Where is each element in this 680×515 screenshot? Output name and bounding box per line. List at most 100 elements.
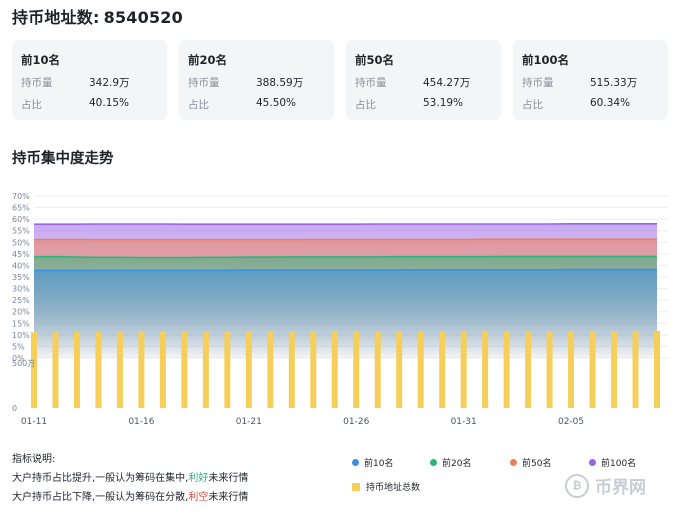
address-count-bar <box>224 331 231 408</box>
address-count-bar <box>546 331 553 408</box>
x-tick-label: 01-21 <box>236 417 262 427</box>
address-count-bar <box>31 332 37 408</box>
notes-line-1-suffix: 未来行情 <box>208 473 249 484</box>
address-count-bar <box>654 330 660 408</box>
ratio-label: 占比 <box>522 99 543 111</box>
address-count-bar <box>95 332 102 408</box>
concentration-chart[interactable]: 0% 5% 10% 15% 20% 25% 30% 35% 40% 45% 50% 55% 60% 65%… <box>0 186 680 431</box>
bearish-highlight: 利空 <box>188 492 209 503</box>
legend-dot-icon <box>352 459 359 466</box>
y-tick-label: 40% <box>12 261 30 270</box>
x-tick-label: 01-11 <box>21 417 47 427</box>
address-count-bar <box>310 331 317 408</box>
holding-label: 持币量 <box>188 77 220 89</box>
y-tick-label: 45% <box>12 250 30 259</box>
address-count-bar <box>525 331 532 408</box>
notes-line-1-text: 大户持币占比提升,一般认为筹码在集中, <box>12 473 189 484</box>
holding-value: 388.59万 <box>256 77 304 89</box>
legend-dot-icon <box>430 459 437 466</box>
holding-label: 持币量 <box>522 77 554 89</box>
address-count-bar <box>331 331 338 408</box>
address-count-bar <box>245 331 252 408</box>
ratio-label: 占比 <box>21 99 42 111</box>
legend-item-top20[interactable]: 前20名 <box>430 456 471 469</box>
notes-heading: 指标说明: <box>12 454 56 465</box>
notes-line-1: 大户持币占比提升,一般认为筹码在集中,利好未来行情 <box>12 469 248 488</box>
address-count-bar <box>374 331 381 408</box>
holding-value: 342.9万 <box>89 77 130 89</box>
address-count-bar <box>288 331 295 408</box>
legend-item-top50[interactable]: 前50名 <box>510 456 551 469</box>
x-tick-label: 01-26 <box>343 417 369 427</box>
address-count-label: 持币地址数: <box>12 8 100 27</box>
holding-summary-cards: 前10名 持币量 342.9万 占比 40.15% 前20名 持币量 388.5… <box>12 40 668 120</box>
legend-item-total-addresses[interactable]: 持币地址总数 <box>352 480 420 493</box>
legend-label: 持币地址总数 <box>366 483 421 493</box>
ratio-value: 53.19% <box>423 97 464 109</box>
y-tick-label: 20% <box>12 308 30 317</box>
address-count-bar <box>396 331 403 408</box>
legend-square-icon <box>352 482 360 491</box>
indicator-notes: 指标说明: 大户持币占比提升,一般认为筹码在集中,利好未来行情 大户持币占比下降… <box>12 450 248 507</box>
address-count-bar <box>568 331 575 408</box>
address-count-bar <box>417 331 424 408</box>
watermark: ₿ 币界网 <box>565 473 646 498</box>
y-tick-label: 70% <box>12 192 30 201</box>
address-count-bar <box>52 332 59 408</box>
address-count-bar <box>159 332 166 408</box>
ratio-value: 45.50% <box>256 97 297 109</box>
card-top100: 前100名 持币量 515.33万 占比 60.34% <box>513 40 668 120</box>
card-title: 前100名 <box>522 53 570 67</box>
y-tick-label: 5% <box>12 342 25 351</box>
legend-dot-icon <box>589 459 596 466</box>
ratio-value: 40.15% <box>89 97 130 109</box>
y-tick-label: 10% <box>12 331 30 340</box>
watermark-logo-icon: ₿ <box>565 473 589 498</box>
ratio-label: 占比 <box>355 99 376 111</box>
address-count-value: 8540520 <box>103 8 183 27</box>
y-tick-label: 55% <box>12 227 30 236</box>
address-count-bar <box>116 332 123 408</box>
notes-line-2: 大户持币占比下降,一般认为筹码在分散,利空未来行情 <box>12 488 248 507</box>
series-area-1 <box>34 269 657 358</box>
y-tick-label: 50% <box>12 238 30 247</box>
card-top20: 前20名 持币量 388.59万 占比 45.50% <box>179 40 334 120</box>
page-title: 持币地址数: 8540520 <box>12 4 183 28</box>
card-top10: 前10名 持币量 342.9万 占比 40.15% <box>12 40 167 120</box>
legend-item-top10[interactable]: 前10名 <box>352 456 393 469</box>
bar-y-tick-label: 0 <box>12 404 17 413</box>
address-count-bar <box>632 331 639 408</box>
address-count-bar <box>181 331 188 408</box>
address-count-bar <box>503 331 510 408</box>
card-title: 前50名 <box>355 53 395 67</box>
address-count-bar <box>138 332 145 408</box>
address-count-bar <box>611 331 618 408</box>
holding-value: 454.27万 <box>423 77 471 89</box>
legend-label: 前10名 <box>364 459 394 469</box>
ratio-value: 60.34% <box>590 97 631 109</box>
y-tick-label: 15% <box>12 319 30 328</box>
card-title: 前10名 <box>21 53 61 67</box>
section-title: 持币集中度走势 <box>12 151 114 167</box>
card-top50: 前50名 持币量 454.27万 占比 53.19% <box>346 40 501 120</box>
bullish-highlight: 利好 <box>188 473 209 484</box>
holding-label: 持币量 <box>355 77 387 89</box>
card-title: 前20名 <box>188 53 228 67</box>
address-count-bar <box>353 331 360 408</box>
y-tick-label: 35% <box>12 273 30 282</box>
holding-label: 持币量 <box>21 77 53 89</box>
address-count-bar <box>482 331 489 408</box>
notes-line-2-text: 大户持币占比下降,一般认为筹码在分散, <box>12 492 189 503</box>
series-line-1 <box>34 268 657 272</box>
holding-value: 515.33万 <box>590 77 638 89</box>
x-tick-label: 01-16 <box>128 417 154 427</box>
legend-item-top100[interactable]: 前100名 <box>589 456 636 469</box>
y-tick-label: 65% <box>12 204 30 213</box>
address-count-bar <box>267 331 274 408</box>
y-tick-label: 0% <box>12 354 25 363</box>
ratio-label: 占比 <box>188 99 209 111</box>
y-tick-label: 30% <box>12 285 30 294</box>
x-tick-label: 01-31 <box>451 417 477 427</box>
notes-line-2-suffix: 未来行情 <box>208 492 249 503</box>
legend-label: 前100名 <box>601 459 637 469</box>
